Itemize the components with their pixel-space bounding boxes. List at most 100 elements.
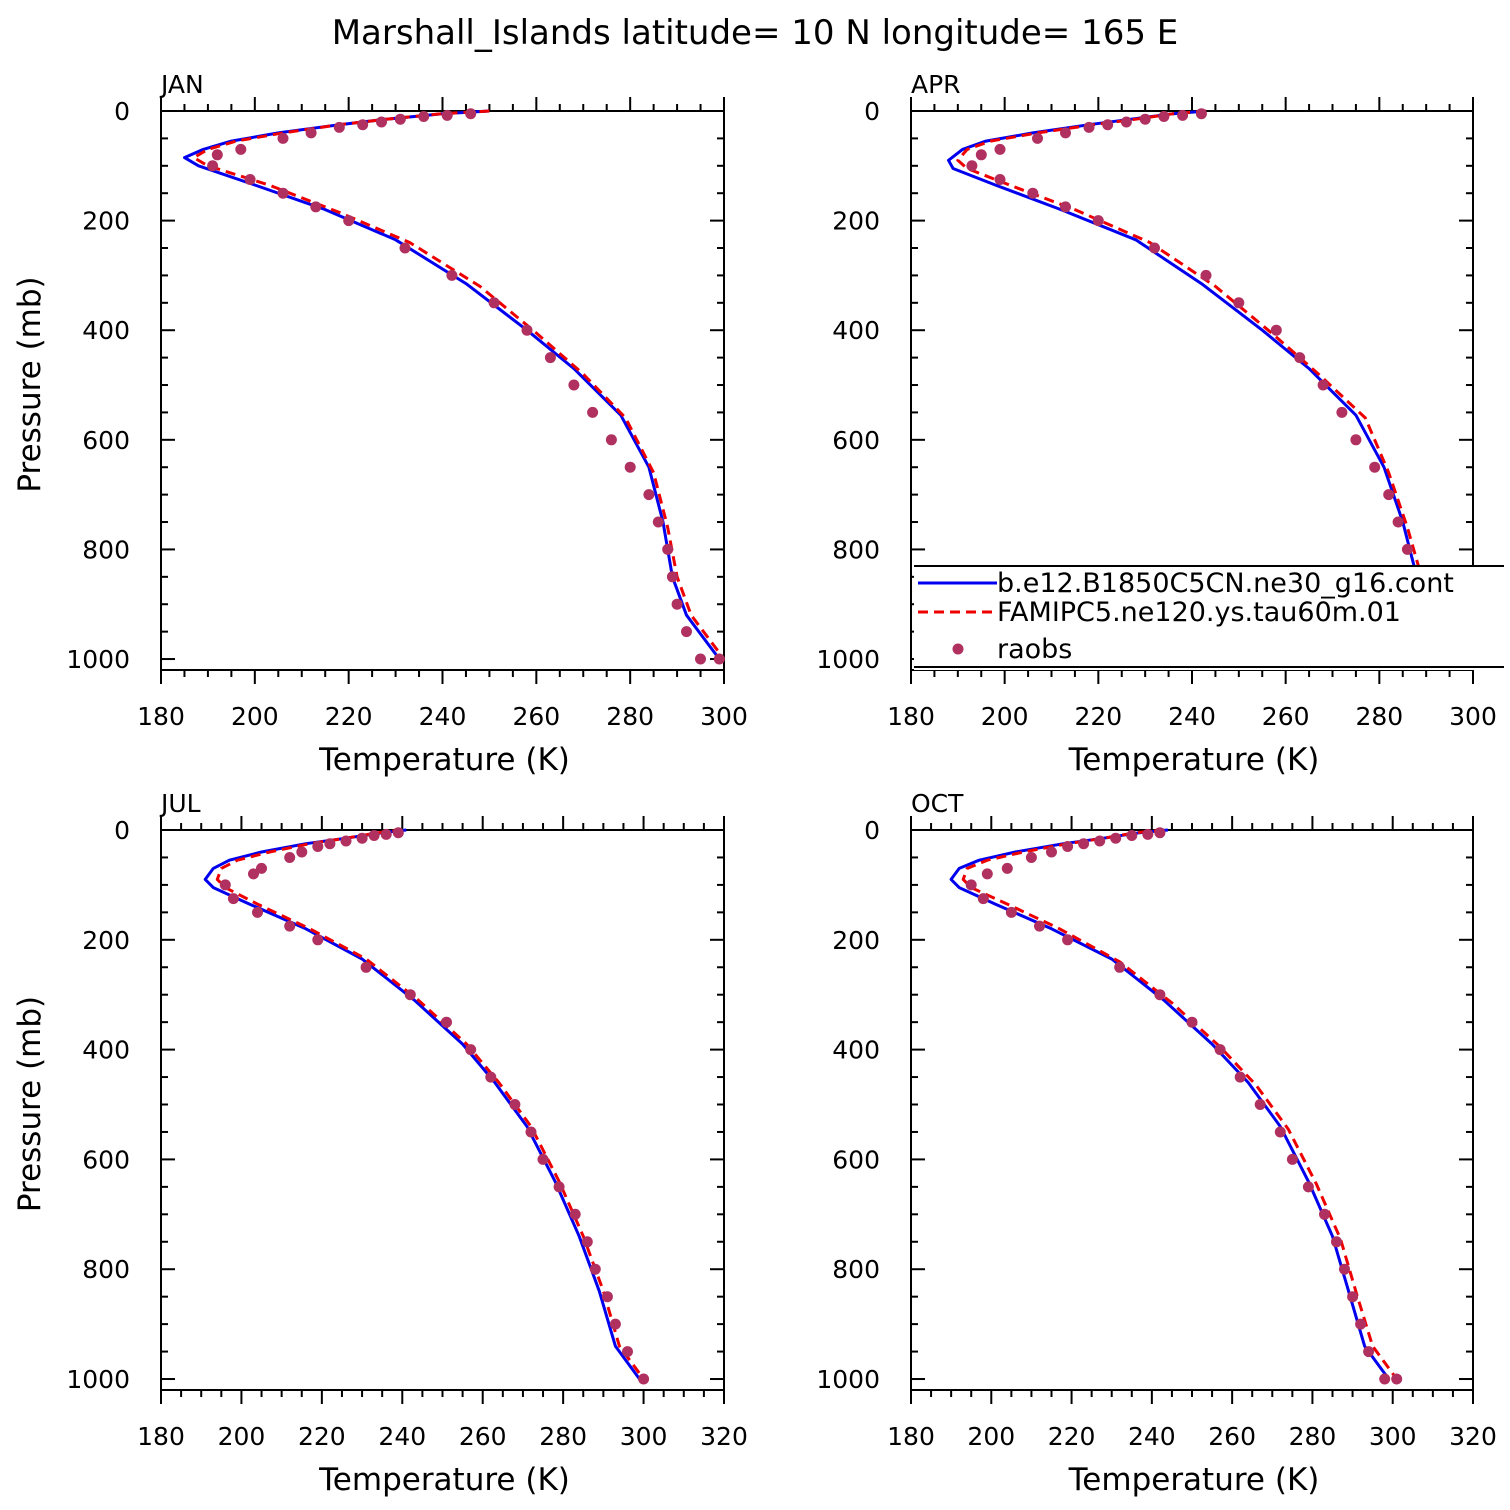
obs-point (1391, 1373, 1403, 1385)
obs-point (441, 109, 453, 121)
obs-point (981, 868, 993, 880)
obs-point (333, 121, 345, 133)
series-line-model1 (203, 828, 641, 1380)
y-tick-label: 200 (82, 207, 130, 236)
obs-point (1110, 832, 1122, 844)
y-tick-label: 1000 (66, 1365, 130, 1394)
x-axis-title: Temperature (K) (1068, 742, 1320, 778)
obs-point (1062, 934, 1074, 946)
obs-point (357, 119, 369, 131)
obs-point (392, 827, 404, 839)
x-tick-label: 200 (218, 1422, 266, 1451)
obs-point (1214, 1044, 1226, 1056)
obs-point (256, 862, 267, 874)
obs-point (521, 324, 533, 336)
obs-point (1392, 516, 1404, 528)
obs-point (589, 1263, 601, 1275)
obs-point (643, 489, 655, 501)
obs-point (235, 143, 247, 155)
obs-point (1078, 838, 1090, 850)
x-tick-label: 200 (981, 702, 1029, 731)
obs-point (277, 132, 289, 144)
x-tick-label: 260 (1208, 1422, 1256, 1451)
y-tick-label: 400 (832, 1036, 880, 1065)
obs-point (1154, 989, 1166, 1001)
obs-point (1139, 113, 1151, 125)
obs-point (1094, 835, 1106, 847)
obs-point (244, 174, 256, 185)
obs-point (1286, 1153, 1298, 1165)
obs-point (977, 893, 989, 905)
obs-point (356, 832, 368, 844)
obs-point (1092, 215, 1104, 227)
y-tick-label: 1000 (816, 1365, 880, 1394)
x-tick-label: 180 (137, 702, 185, 731)
obs-point (284, 920, 296, 932)
series-line-model2 (956, 109, 1475, 660)
obs-point (965, 879, 977, 891)
x-tick-label: 220 (298, 1422, 346, 1451)
panel-label: JUL (159, 789, 201, 818)
x-tick-label: 220 (325, 702, 373, 731)
x-tick-label: 240 (419, 702, 467, 731)
figure-title: Marshall_Islands latitude= 10 N longitud… (332, 13, 1179, 53)
series-line-model1 (183, 109, 721, 660)
y-tick-label: 1000 (66, 645, 130, 674)
y-tick-label: 600 (82, 426, 130, 455)
y-tick-label: 0 (864, 97, 880, 126)
y-tick-label: 600 (82, 1145, 130, 1174)
obs-point (1270, 324, 1282, 336)
obs-point (296, 846, 308, 858)
y-tick-label: 800 (82, 1255, 130, 1284)
panel-jul: JUL 180 200 220 240 260 280 300 320 0 200 400 600 800… (12, 789, 748, 1498)
y-tick-label: 600 (832, 426, 880, 455)
obs-point (404, 989, 416, 1001)
obs-point (525, 1126, 537, 1138)
panel-jan: JAN 180 200 220 240 260 280 300 0 200 400 600 800 100… (12, 70, 748, 778)
obs-point (1274, 1126, 1286, 1138)
obs-point (227, 893, 239, 905)
obs-point (1060, 201, 1071, 213)
obs-point (638, 1373, 650, 1385)
obs-point (624, 461, 636, 473)
obs-point (1294, 352, 1306, 364)
x-tick-label: 240 (1128, 1422, 1176, 1451)
x-tick-label: 300 (1449, 702, 1497, 731)
obs-point (1339, 1263, 1350, 1275)
x-tick-label: 300 (1369, 1422, 1417, 1451)
legend-marker-obs (952, 643, 964, 655)
series-line-model2 (192, 109, 726, 660)
x-tick-label: 320 (700, 1422, 748, 1451)
legend-background (914, 566, 1504, 670)
obs-point (666, 571, 678, 583)
obs-point (662, 543, 674, 555)
panel-oct: OCT 180 200 220 240 260 280 300 320 0 200 400 600 800… (816, 789, 1496, 1498)
x-tick-label: 240 (1168, 702, 1216, 731)
y-tick-label: 400 (832, 316, 880, 345)
y-tick-label: 800 (832, 535, 880, 564)
obs-point (380, 828, 392, 840)
obs-point (1102, 119, 1114, 131)
legend: b.e12.B1850C5CN.ne30_g16.contFAMIPC5.ne1… (914, 565, 1504, 670)
obs-point (211, 149, 223, 161)
obs-point (1336, 406, 1348, 418)
x-tick-label: 300 (620, 1422, 668, 1451)
obs-point (1005, 906, 1017, 918)
y-tick-label: 200 (82, 926, 130, 955)
x-tick-label: 200 (967, 1422, 1015, 1451)
obs-point (310, 201, 322, 213)
obs-point (569, 1208, 581, 1220)
x-tick-label: 240 (378, 1422, 426, 1451)
obs-point (1034, 920, 1045, 932)
obs-point (1142, 828, 1154, 840)
x-axis-title: Temperature (K) (1068, 1462, 1320, 1498)
obs-point (1025, 852, 1037, 863)
panel-apr: APR 180 200 220 240 260 280 300 0 200 400 600 800 100… (816, 70, 1504, 778)
obs-point (537, 1153, 549, 1165)
obs-point (340, 835, 352, 847)
panel-label: OCT (911, 789, 964, 818)
obs-point (1319, 1208, 1330, 1220)
obs-point (394, 113, 406, 125)
obs-point (509, 1099, 521, 1110)
obs-point (441, 1016, 452, 1028)
